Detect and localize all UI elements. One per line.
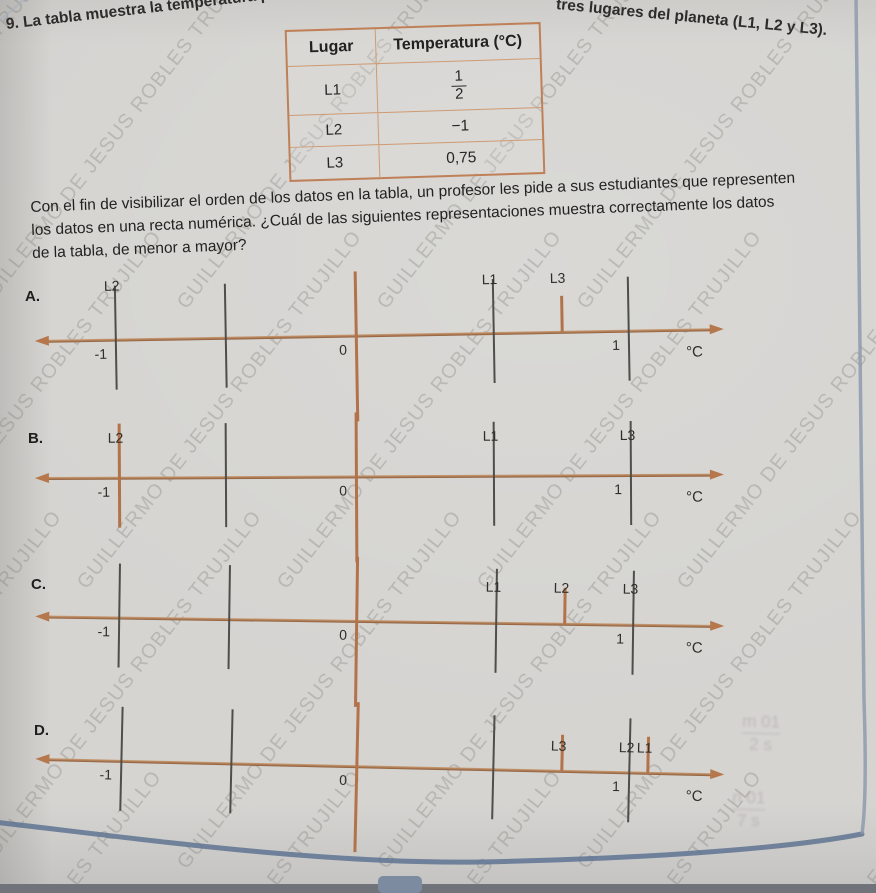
tick-label-bottom: 1	[612, 336, 621, 353]
number-line: L2 -1 0 L1 L3 1 °C	[0, 270, 876, 422]
tick-label-top: L1	[481, 270, 498, 288]
tick-label-bottom: 0	[339, 626, 348, 643]
tick-label-top: L3	[550, 737, 567, 754]
unit-label: °C	[685, 787, 703, 806]
tick-mark	[354, 412, 358, 563]
option-d: D. -1 0 L3 L2 1 L1 °C	[0, 702, 876, 853]
tick-label-top: L1	[636, 739, 653, 756]
tick-label-bottom: -1	[97, 483, 111, 500]
tick-mark	[229, 709, 234, 814]
tick-mark	[117, 563, 121, 668]
tick-mark	[227, 565, 231, 670]
tick-label-bottom: 0	[339, 341, 348, 358]
page-bleed-ghost: n 01 7 s	[731, 787, 766, 832]
tick-mark	[353, 271, 359, 422]
axis-arrowhead-right	[710, 620, 725, 631]
axis-arrowhead-left	[35, 611, 50, 622]
option-c: C. -1 0 L1 L2 L3 1 °C	[0, 556, 876, 707]
axis-arrowhead-left	[34, 473, 49, 484]
axis-arrowhead-right	[710, 769, 725, 780]
tick-label-top: L3	[622, 580, 639, 597]
unit-label: °C	[685, 488, 703, 506]
ghost-line: 7 s	[731, 808, 766, 832]
tick-label-top: L2	[107, 429, 124, 446]
option-a: A. L2 -1 0 L1 L3 1 °C	[0, 270, 876, 422]
option-letter: D.	[34, 722, 49, 739]
tick-mark	[353, 702, 360, 853]
tick-mark	[119, 706, 124, 811]
option-letter: A.	[25, 288, 40, 305]
tick-label-top: L3	[549, 269, 566, 287]
option-letter: C.	[31, 576, 46, 593]
number-line-axis	[47, 473, 712, 481]
number-line-axis	[48, 758, 713, 777]
tick-label-bottom: -1	[97, 623, 111, 640]
tick-mark	[354, 556, 359, 707]
tick-label-top: L1	[482, 427, 499, 444]
tick-label-bottom: 0	[339, 771, 348, 788]
tick-label-top: L2	[618, 739, 635, 756]
tick-mark	[491, 715, 496, 820]
tick-label-bottom: -1	[94, 345, 108, 362]
tick-label-top: L2	[103, 277, 120, 294]
tick-mark	[560, 295, 564, 332]
number-line: -1 0 L1 L2 L3 1 °C	[0, 556, 876, 707]
option-b: B. L2 -1 0 L1 L3 1 °C	[0, 412, 876, 563]
axis-arrowhead-left	[34, 335, 49, 347]
tick-mark	[627, 718, 632, 823]
page-bleed-ghost: m 01 2 s	[741, 712, 780, 756]
tick-label-bottom: -1	[99, 766, 113, 783]
unit-label: °C	[685, 639, 703, 657]
tick-label-bottom: 0	[339, 482, 348, 499]
tick-label-bottom: 1	[616, 630, 625, 647]
unit-label: °C	[685, 343, 704, 361]
tick-label-bottom: 1	[611, 777, 621, 795]
ghost-line: n 01	[732, 787, 766, 808]
tick-label-top: L2	[553, 579, 570, 596]
tick-mark	[224, 423, 227, 528]
ghost-line: m 01	[742, 711, 781, 732]
tick-label-bottom: 1	[614, 481, 623, 498]
number-line: L2 -1 0 L1 L3 1 °C	[0, 412, 876, 563]
axis-arrowhead-right	[709, 324, 724, 335]
axis-arrowhead-right	[709, 469, 724, 480]
axis-arrowhead-left	[35, 753, 50, 765]
option-letter: B.	[28, 430, 43, 447]
tick-label-top: L1	[485, 578, 502, 595]
ghost-line: 2 s	[741, 732, 780, 756]
tick-label-top: L3	[619, 426, 636, 444]
number-line-axis	[48, 615, 713, 628]
